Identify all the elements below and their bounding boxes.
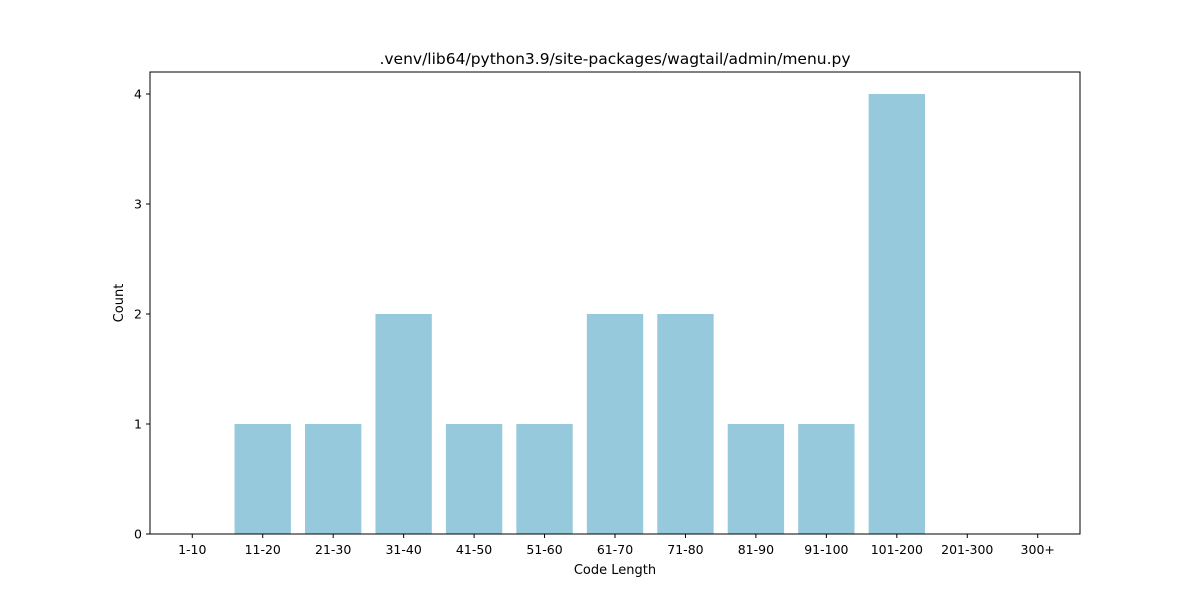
bar-91-100 <box>798 424 855 534</box>
y-tick-label: 2 <box>134 307 142 322</box>
plot-frame <box>149 71 1081 535</box>
y-tick-label: 1 <box>134 417 142 432</box>
x-tick-label: 41-50 <box>456 542 492 557</box>
y-tick-label: 4 <box>134 87 142 102</box>
bar-41-50 <box>445 424 503 534</box>
chart-title: .venv/lib64/python3.9/site-packages/wagt… <box>379 50 850 68</box>
x-tick-label: 21-30 <box>315 542 351 557</box>
bar-61-70 <box>586 314 644 534</box>
bar-21-30 <box>305 424 362 534</box>
x-tick-label: 201-300 <box>941 542 993 557</box>
x-tick-label: 51-60 <box>526 542 562 557</box>
y-axis-ticks: 0 1 2 3 4 <box>134 87 150 542</box>
x-tick-label: 81-90 <box>738 542 774 557</box>
y-axis-label: Count <box>112 284 127 323</box>
y-tick-label: 0 <box>134 527 142 542</box>
x-tick-label: 11-20 <box>245 542 281 557</box>
x-tick-label: 61-70 <box>597 542 633 557</box>
x-tick-label: 300+ <box>1021 542 1055 557</box>
bars-group <box>234 94 925 534</box>
x-tick-label: 71-80 <box>667 542 703 557</box>
bar-31-40 <box>375 314 432 534</box>
bar-51-60 <box>516 424 573 534</box>
bar-71-80 <box>657 314 714 534</box>
bar-101-200 <box>868 94 925 534</box>
x-axis-ticks: 1-10 11-20 21-30 31-40 41-50 51-60 61-70 71-80 8… <box>178 534 1055 557</box>
x-tick-label: 91-100 <box>804 542 848 557</box>
x-tick-label: 1-10 <box>178 542 206 557</box>
x-tick-label: 101-200 <box>871 542 923 557</box>
bar-11-20 <box>234 424 291 534</box>
x-axis-label: Code Length <box>574 563 656 578</box>
bar-81-90 <box>727 424 785 534</box>
x-tick-label: 31-40 <box>385 542 421 557</box>
y-tick-label: 3 <box>134 197 142 212</box>
